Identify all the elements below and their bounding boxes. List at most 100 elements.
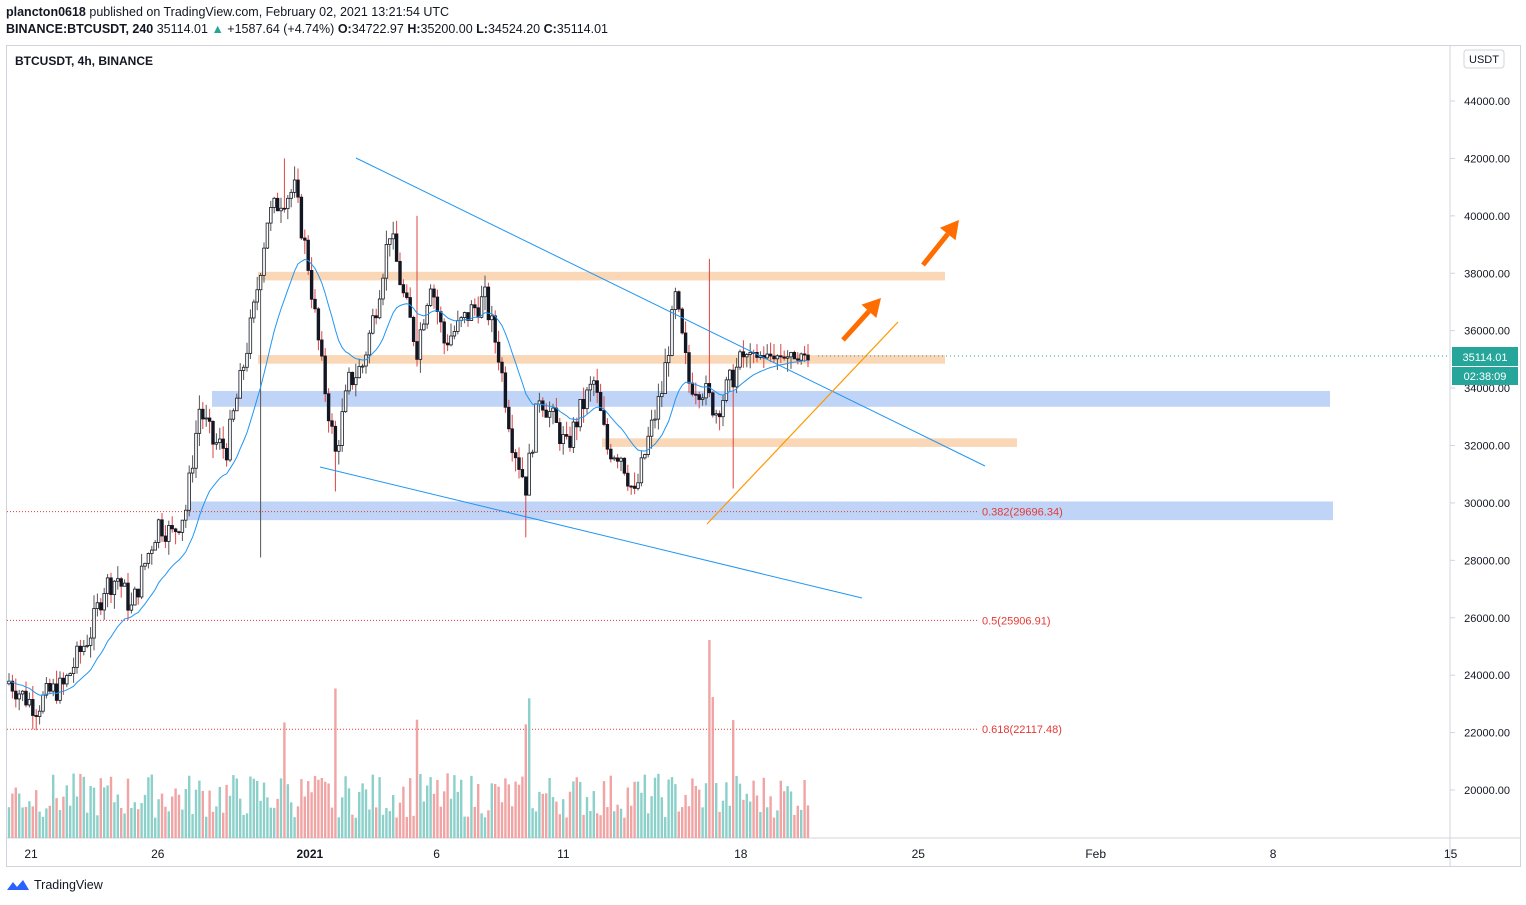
volume-bar	[762, 777, 765, 838]
candle	[221, 426, 225, 459]
candle-body	[122, 582, 127, 587]
volume-bar	[72, 773, 75, 838]
volume-bar	[630, 805, 633, 838]
candle-body	[605, 424, 610, 450]
volume-bar	[143, 794, 147, 838]
volume-bar	[28, 801, 31, 838]
volume-bar	[789, 791, 793, 838]
candle-body	[462, 312, 467, 318]
candle	[799, 352, 803, 365]
candle	[517, 447, 521, 479]
candle-body	[262, 247, 266, 276]
candle-body	[65, 675, 69, 685]
candle-body	[775, 355, 780, 360]
volume-bar	[347, 788, 351, 838]
candle-body	[282, 207, 287, 210]
candle	[333, 420, 338, 492]
candle	[520, 457, 525, 479]
price-tick-label: 44000.00	[1464, 96, 1510, 108]
candle-body	[405, 292, 409, 298]
candle-body	[517, 457, 521, 470]
candle	[241, 364, 246, 380]
candle-body	[367, 332, 372, 356]
volume-bar	[137, 809, 140, 838]
volume-bar	[164, 806, 167, 838]
volume-bar	[677, 811, 680, 838]
candle	[112, 579, 117, 609]
volume-bar	[198, 780, 201, 838]
candle	[289, 189, 293, 208]
candle-body	[313, 298, 317, 310]
candle-body	[190, 467, 195, 474]
candle	[605, 418, 610, 455]
candle-body	[479, 296, 484, 318]
volume-bar	[300, 779, 303, 838]
volume-bar	[803, 780, 806, 838]
volume-bar	[245, 813, 249, 838]
currency-button[interactable]: USDT	[1463, 49, 1505, 69]
candle	[588, 376, 593, 402]
candle	[374, 308, 378, 325]
volume-bar	[188, 775, 191, 838]
candle	[792, 350, 797, 360]
candle-body	[473, 304, 477, 309]
candle	[653, 409, 657, 429]
candle	[248, 309, 253, 360]
candle-body	[44, 683, 49, 696]
candle	[666, 346, 671, 377]
candle-body	[544, 409, 548, 418]
candle-body	[700, 397, 705, 400]
time-tick-label: 6	[433, 847, 440, 861]
candle-body	[765, 353, 769, 359]
candle	[65, 673, 69, 688]
candle	[150, 545, 154, 565]
volume-bar	[684, 794, 687, 838]
candle-body	[592, 380, 596, 385]
volume-bar	[106, 785, 109, 838]
open-label: O:	[337, 22, 352, 36]
candle-body	[163, 535, 168, 542]
candle	[483, 275, 487, 311]
volume-bar	[698, 789, 701, 838]
volume-bar	[504, 778, 507, 838]
candle-body	[503, 372, 508, 408]
volume-bar	[687, 806, 691, 838]
candle	[201, 402, 205, 430]
volume-bar	[660, 797, 663, 838]
candle	[687, 344, 691, 393]
author[interactable]: plancton0618	[6, 5, 86, 19]
candle-body	[551, 407, 555, 412]
footer-brand[interactable]: TradingView	[34, 878, 103, 892]
candle	[785, 350, 790, 372]
candle	[575, 417, 579, 441]
volume-group	[7, 640, 810, 838]
candle	[177, 530, 181, 536]
volume-bar	[310, 792, 313, 838]
candle	[126, 572, 130, 621]
candle	[330, 413, 334, 434]
candle	[286, 194, 290, 220]
candle	[598, 383, 603, 412]
candle	[255, 276, 259, 311]
candle-body	[466, 312, 470, 321]
volume-bar	[201, 790, 204, 838]
candle	[435, 289, 440, 325]
volume-bar	[742, 799, 745, 838]
candle	[741, 340, 746, 368]
candle-body	[802, 353, 807, 356]
candle-body	[554, 407, 559, 423]
candle-body	[398, 260, 402, 286]
volume-bar	[11, 793, 14, 838]
tradingview-logo-icon[interactable]	[6, 878, 30, 892]
volume-bar	[749, 801, 752, 838]
candle-body	[71, 666, 76, 674]
candle-body	[483, 286, 487, 298]
candle	[51, 678, 55, 697]
candle	[561, 426, 565, 455]
candle-body	[649, 419, 654, 437]
candle-body	[564, 434, 569, 437]
volume-bar	[562, 799, 565, 838]
chart-frame[interactable]	[6, 45, 1521, 867]
candle-body	[238, 370, 242, 399]
